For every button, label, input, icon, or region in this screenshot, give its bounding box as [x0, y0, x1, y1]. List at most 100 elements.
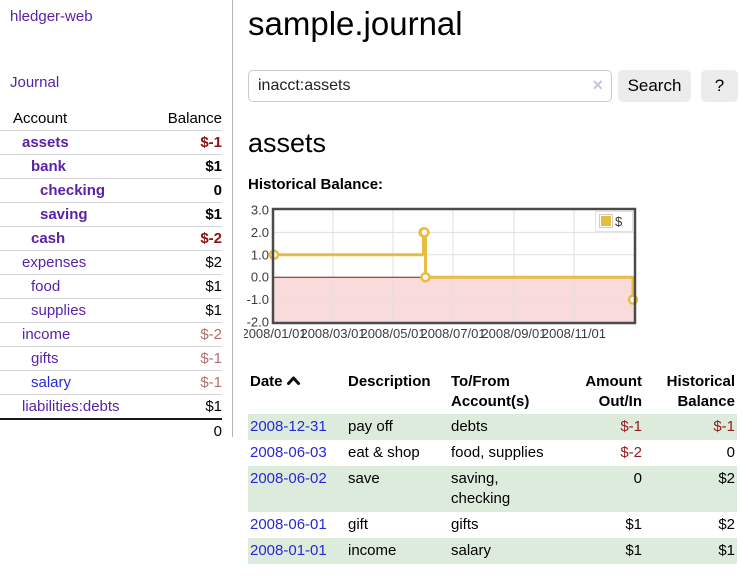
transaction-amount: $-2: [620, 444, 642, 461]
transaction-date-link[interactable]: 2008-06-03: [250, 444, 327, 461]
account-balance: $1: [152, 298, 222, 323]
accounts-header-account: Account: [0, 107, 153, 131]
account-name-cell: income: [0, 322, 153, 347]
transaction-accounts: saving, checking: [451, 470, 511, 507]
account-link[interactable]: income: [22, 326, 71, 343]
account-name-cell: supplies: [0, 298, 153, 323]
account-name-cell: gifts: [0, 346, 153, 371]
register-table: Date Description To/From Account(s) Amou…: [248, 370, 737, 564]
account-name-cell: salary: [0, 370, 153, 395]
svg-text:2008/03/01: 2008/03/01: [300, 326, 365, 341]
svg-text:2.0: 2.0: [251, 225, 269, 240]
transaction-description: pay off: [348, 418, 393, 435]
account-row: assets $-1: [0, 130, 222, 155]
account-balance: $-2: [152, 322, 222, 347]
accounts-header-row: Account Balance: [0, 107, 222, 131]
account-link[interactable]: expenses: [22, 254, 87, 271]
svg-text:1.0: 1.0: [251, 247, 269, 262]
account-balance: $2: [152, 250, 222, 275]
search-input[interactable]: [248, 70, 612, 102]
account-balance: $-2: [152, 226, 222, 251]
account-row: cash $-2: [0, 226, 222, 251]
transaction-date-cell: 2008-12-31: [248, 414, 346, 440]
transaction-description: eat & shop: [348, 444, 420, 461]
account-name-cell: bank: [0, 154, 153, 179]
account-link[interactable]: checking: [40, 182, 106, 199]
svg-text:0.0: 0.0: [251, 270, 269, 285]
register-row: 2008-06-03 eat & shop food, supplies $-2…: [248, 440, 737, 466]
account-balance: $-1: [152, 130, 222, 155]
register-row: 2008-01-01 income salary $1 $1: [248, 538, 737, 564]
transaction-accounts: salary: [451, 542, 492, 559]
clear-search-icon[interactable]: ×: [592, 75, 603, 95]
date-header-label: Date: [250, 373, 283, 390]
register-header-description: Description: [348, 373, 431, 390]
transaction-amount: $1: [625, 542, 642, 559]
account-link[interactable]: bank: [31, 158, 67, 175]
account-link[interactable]: gifts: [31, 350, 59, 367]
transaction-description: gift: [348, 516, 369, 533]
svg-text:2008/05/01: 2008/05/01: [360, 326, 425, 341]
account-link[interactable]: assets: [22, 134, 69, 151]
transaction-description: income: [348, 542, 397, 559]
account-balance: $-1: [152, 370, 222, 395]
transaction-date-link[interactable]: 2008-06-01: [250, 516, 327, 533]
account-link[interactable]: salary: [31, 374, 72, 391]
transaction-accounts: debts: [451, 418, 488, 435]
register-header-date[interactable]: Date: [248, 370, 346, 414]
sort-ascending-icon: [286, 376, 300, 385]
accounts-table: Account Balance assets $-1 bank $1 check…: [0, 107, 222, 443]
accounts-total-spacer: [0, 418, 153, 443]
account-link[interactable]: supplies: [31, 302, 87, 319]
sidebar: hledger-web Journal Account Balance asse…: [0, 0, 233, 443]
transaction-date-cell: 2008-06-02: [248, 466, 346, 512]
transaction-date-link[interactable]: 2008-01-01: [250, 542, 327, 559]
account-balance: $1: [152, 202, 222, 227]
transaction-date-cell: 2008-06-03: [248, 440, 346, 466]
register-header-row: Date Description To/From Account(s) Amou…: [248, 370, 737, 414]
nav-journal-link[interactable]: Journal: [10, 74, 60, 91]
account-balance: $-1: [152, 346, 222, 371]
account-link[interactable]: cash: [31, 230, 66, 247]
svg-text:2008/01/01: 2008/01/01: [244, 326, 307, 341]
account-row: saving $1: [0, 202, 222, 227]
transaction-description: save: [348, 470, 380, 487]
account-balance: $1: [152, 394, 222, 420]
main-content: sample.journal × Search ? assets Histori…: [241, 0, 742, 564]
account-row: liabilities:debts $1: [0, 394, 222, 420]
transaction-amount: $1: [625, 516, 642, 533]
transaction-balance: $2: [718, 516, 735, 533]
accounts-total-value: 0: [152, 418, 222, 443]
svg-text:-2.0: -2.0: [247, 315, 269, 330]
svg-text:2008/09/01: 2008/09/01: [481, 326, 546, 341]
transaction-balance: $-1: [713, 418, 735, 435]
app-title-link[interactable]: hledger-web: [10, 8, 93, 25]
transaction-date-link[interactable]: 2008-12-31: [250, 418, 327, 435]
account-row: expenses $2: [0, 250, 222, 275]
account-row: gifts $-1: [0, 346, 222, 371]
register-header-accounts: To/From Account(s): [451, 373, 530, 410]
svg-text:2008/07/01: 2008/07/01: [420, 326, 485, 341]
chart-title: Historical Balance:: [248, 176, 384, 193]
transaction-date-cell: 2008-06-01: [248, 512, 346, 538]
accounts-total-row: 0: [0, 418, 222, 443]
account-link[interactable]: saving: [40, 206, 88, 223]
help-button[interactable]: ?: [701, 70, 738, 102]
transaction-accounts: gifts: [451, 516, 479, 533]
search-button[interactable]: Search: [618, 70, 691, 102]
page-title: sample.journal: [248, 5, 463, 42]
account-name-cell: cash: [0, 226, 153, 251]
account-name-cell: liabilities:debts: [0, 394, 153, 420]
account-name-cell: checking: [0, 178, 153, 203]
account-row: salary $-1: [0, 370, 222, 395]
account-name-cell: expenses: [0, 250, 153, 275]
register-row: 2008-06-01 gift gifts $1 $2: [248, 512, 737, 538]
account-row: food $1: [0, 274, 222, 299]
account-link[interactable]: food: [31, 278, 61, 295]
account-balance: $1: [152, 154, 222, 179]
transaction-date-cell: 2008-01-01: [248, 538, 346, 564]
account-link[interactable]: liabilities:debts: [22, 398, 120, 415]
transaction-date-link[interactable]: 2008-06-02: [250, 470, 327, 487]
account-row: checking 0: [0, 178, 222, 203]
account-row: income $-2: [0, 322, 222, 347]
